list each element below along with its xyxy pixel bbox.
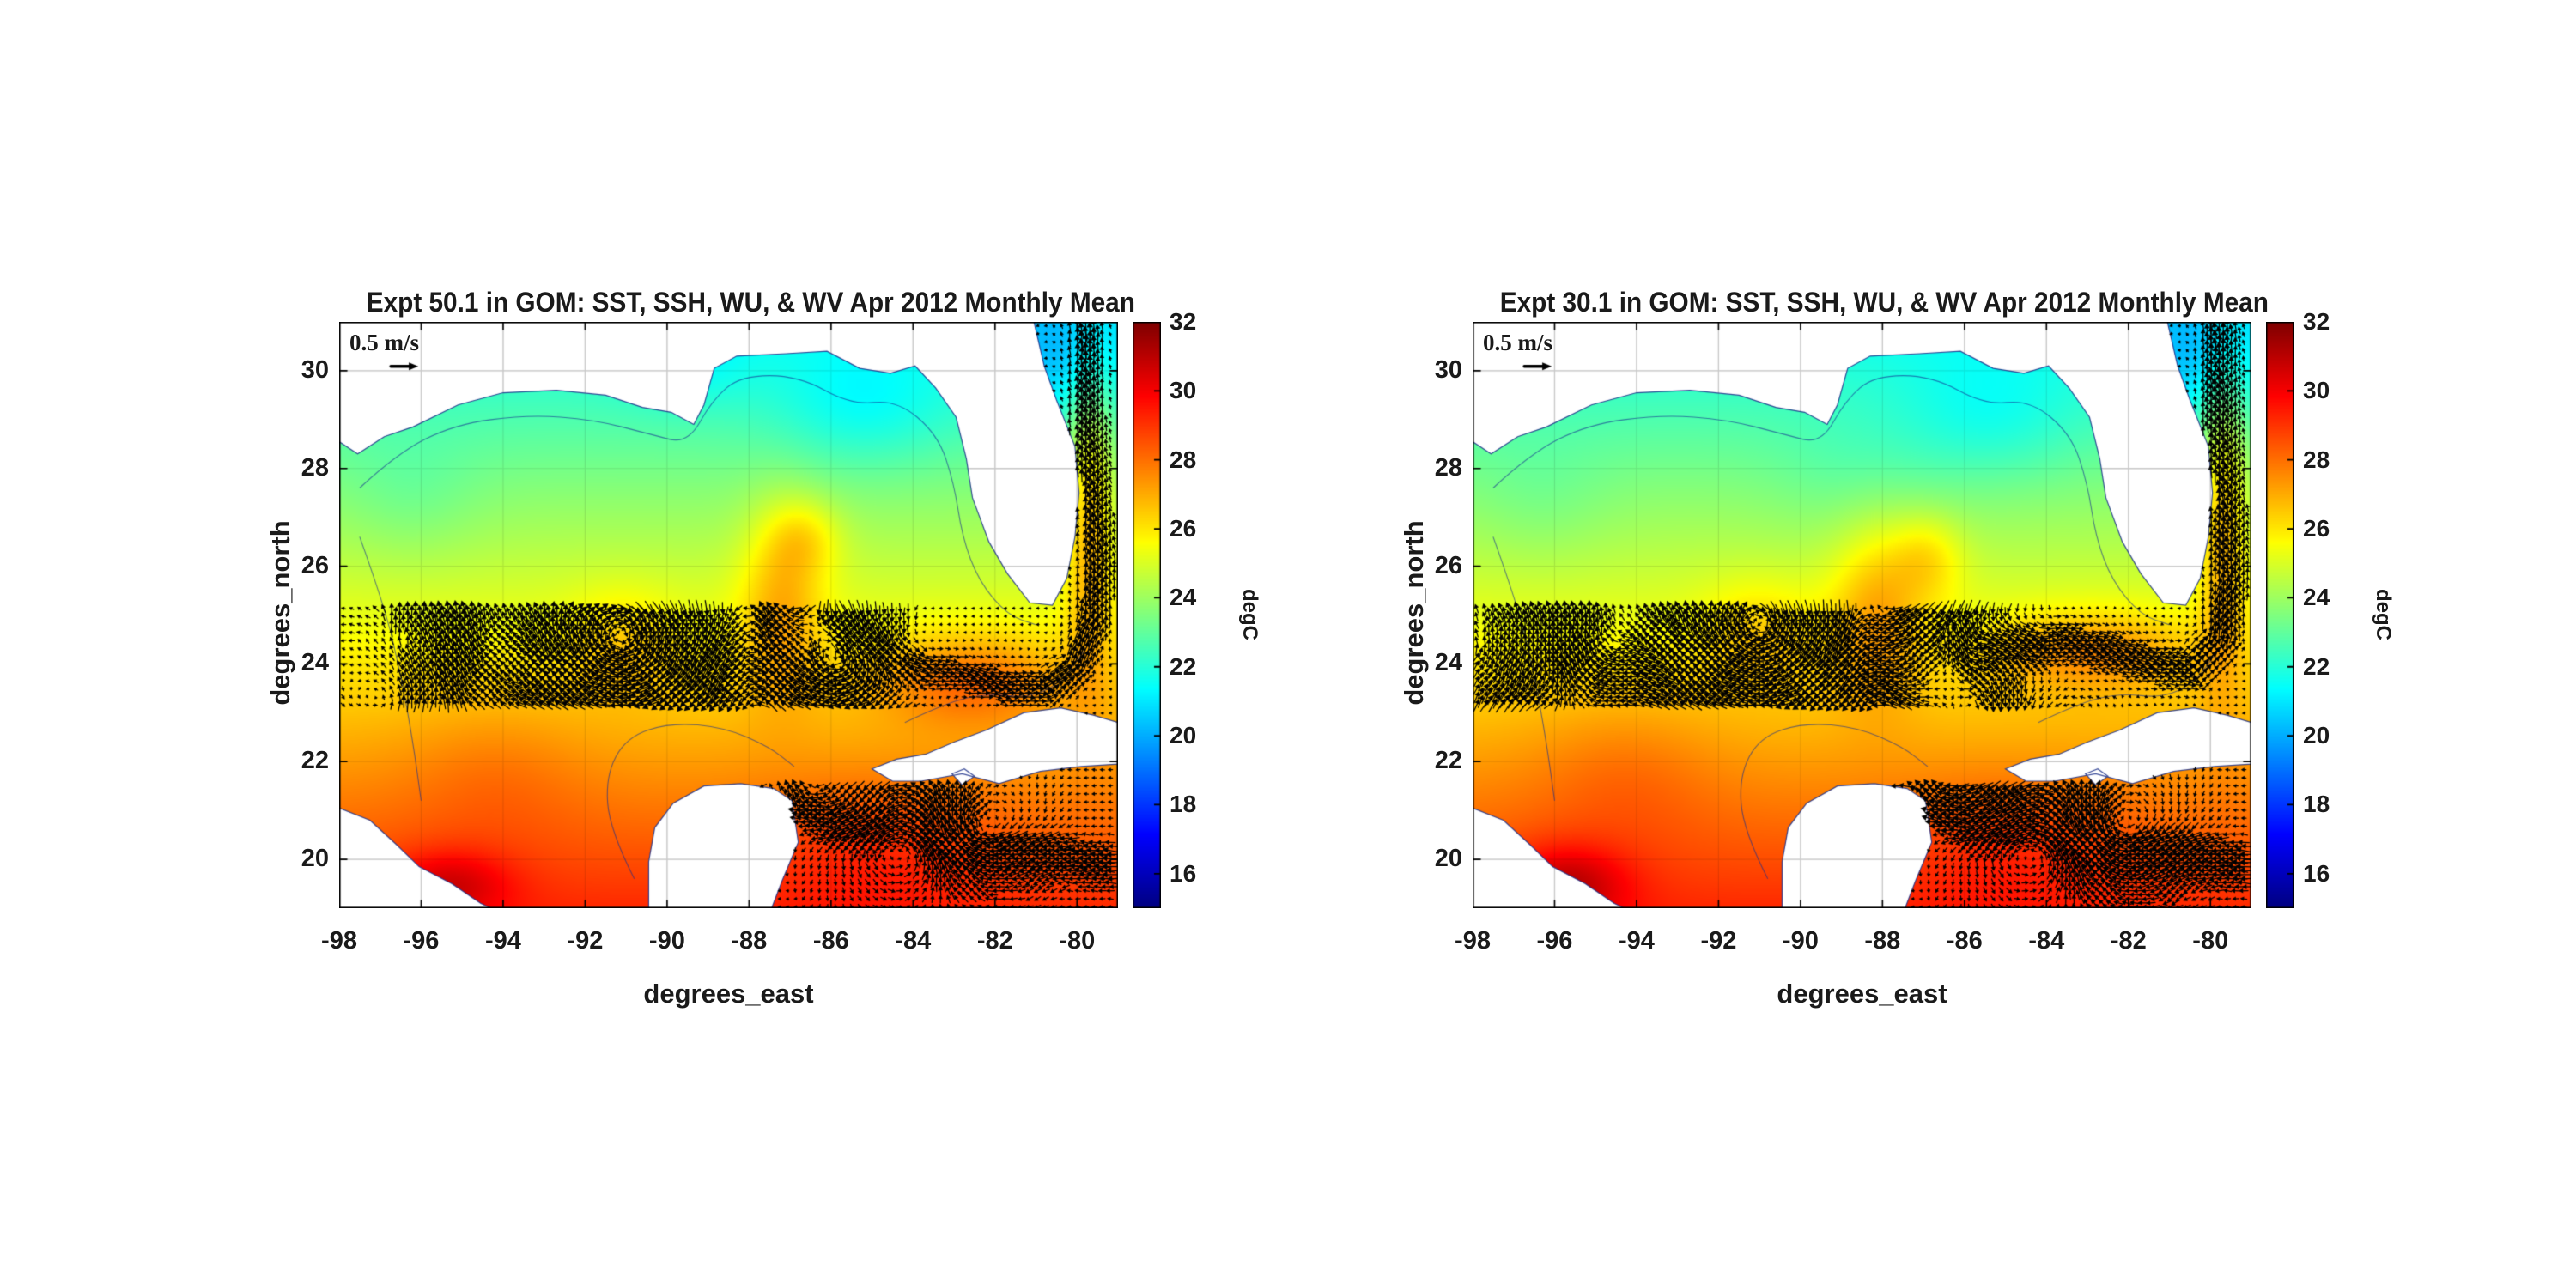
colorbar-tick-label: 18 bbox=[2303, 791, 2330, 818]
x-tick-label: -96 bbox=[1536, 927, 1573, 955]
y-tick-label: 26 bbox=[1434, 551, 1462, 579]
panel-expt-30-1: Expt 30.1 in GOM: SST, SSH, WU, & WV Apr… bbox=[1133, 0, 2421, 1273]
y-tick-label: 20 bbox=[1434, 845, 1462, 873]
colorbar-tick-label: 18 bbox=[1170, 791, 1197, 818]
reference-vector-label: 0.5 m/s bbox=[1483, 330, 1552, 355]
y-tick-label: 26 bbox=[301, 551, 329, 579]
colorbar-canvas bbox=[2266, 322, 2294, 908]
x-tick-label: -86 bbox=[1946, 927, 1983, 955]
plot-title: Expt 50.1 in GOM: SST, SSH, WU, & WV Apr… bbox=[366, 287, 1135, 318]
colorbar-tick-label: 30 bbox=[2303, 377, 2330, 404]
colorbar-tick-label: 28 bbox=[2303, 446, 2330, 473]
x-tick-label: -82 bbox=[976, 927, 1013, 955]
x-tick-label: -84 bbox=[2028, 927, 2065, 955]
y-tick-label: 20 bbox=[301, 845, 329, 873]
x-tick-label: -98 bbox=[1455, 927, 1491, 955]
panel-expt-50-1: Expt 50.1 in GOM: SST, SSH, WU, & WV Apr… bbox=[265, 287, 1261, 1009]
x-tick-label: -94 bbox=[484, 927, 521, 955]
x-tick-label: -92 bbox=[1700, 927, 1737, 955]
colorbar-tick-label: 24 bbox=[2303, 584, 2330, 611]
x-tick-label: -92 bbox=[567, 927, 604, 955]
colorbar-tick-label: 32 bbox=[2303, 308, 2330, 335]
x-axis-label: degrees_east bbox=[1777, 979, 1947, 1009]
y-tick-label: 24 bbox=[301, 649, 329, 677]
colorbar-tick-label: 24 bbox=[1170, 584, 1197, 611]
reference-vector-label: 0.5 m/s bbox=[349, 330, 419, 355]
colorbar-tick-label: 22 bbox=[2303, 652, 2330, 680]
colorbar-canvas bbox=[1133, 322, 1161, 908]
x-tick-label: -80 bbox=[2192, 927, 2229, 955]
y-tick-label: 30 bbox=[1434, 355, 1462, 384]
x-tick-label: -80 bbox=[1059, 927, 1096, 955]
x-tick-label: -94 bbox=[1618, 927, 1655, 955]
colorbar-tick-label: 20 bbox=[2303, 722, 2330, 749]
y-tick-label: 28 bbox=[301, 453, 329, 482]
colorbar-tick-label: 28 bbox=[1170, 446, 1197, 473]
y-tick-label: 30 bbox=[301, 355, 329, 384]
y-tick-label: 24 bbox=[1434, 649, 1462, 677]
x-tick-label: -88 bbox=[731, 927, 768, 955]
map-canvas bbox=[339, 322, 1118, 908]
x-tick-label: -90 bbox=[648, 927, 685, 955]
x-tick-label: -96 bbox=[403, 927, 440, 955]
y-tick-label: 22 bbox=[1434, 747, 1462, 775]
y-tick-label: 28 bbox=[1434, 453, 1462, 482]
x-tick-label: -90 bbox=[1782, 927, 1819, 955]
x-axis-label: degrees_east bbox=[643, 979, 814, 1009]
colorbar-tick-label: 32 bbox=[1170, 308, 1197, 335]
map-canvas bbox=[1473, 322, 2251, 908]
colorbar-tick-label: 30 bbox=[1170, 377, 1197, 404]
x-tick-label: -98 bbox=[321, 927, 357, 955]
colorbar-tick-label: 16 bbox=[2303, 859, 2330, 887]
colorbar-tick-label: 22 bbox=[1170, 652, 1197, 680]
colorbar-tick-label: 20 bbox=[1170, 722, 1197, 749]
colorbar-tick-label: 16 bbox=[1170, 859, 1197, 887]
x-tick-label: -86 bbox=[812, 927, 849, 955]
x-tick-label: -84 bbox=[895, 927, 932, 955]
x-tick-label: -88 bbox=[1864, 927, 1901, 955]
colorbar-tick-label: 26 bbox=[2303, 515, 2330, 543]
y-tick-label: 22 bbox=[301, 747, 329, 775]
plot-title: Expt 30.1 in GOM: SST, SSH, WU, & WV Apr… bbox=[1499, 287, 2269, 318]
colorbar-tick-label: 26 bbox=[1170, 515, 1197, 543]
colorbar-label: degC bbox=[2372, 589, 2395, 640]
y-axis-label: degrees_north bbox=[1399, 520, 1429, 706]
x-tick-label: -82 bbox=[2110, 927, 2147, 955]
y-axis-label: degrees_north bbox=[265, 520, 295, 706]
